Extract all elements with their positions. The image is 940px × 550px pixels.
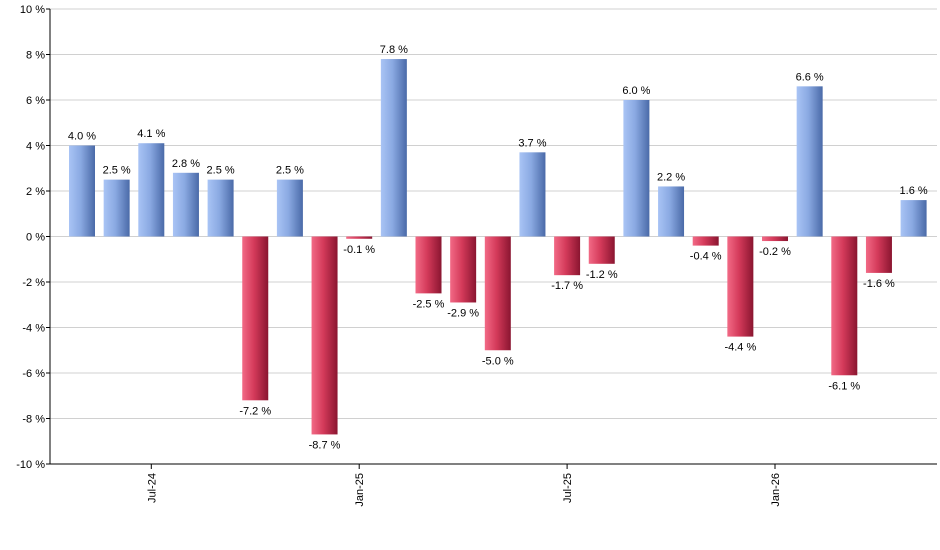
bar [415, 236, 442, 294]
bar [727, 236, 754, 337]
x-axis: Jul-24 Jan-25 Jul-25 Jan-26 [50, 463, 937, 507]
y-tick-label: 2 % [26, 186, 45, 198]
data-label: -5.0 % [482, 355, 514, 367]
bar [658, 186, 685, 237]
data-label: 2.5 % [276, 165, 304, 177]
y-tick-label: 0 % [26, 232, 45, 244]
data-label: -1.7 % [551, 280, 583, 292]
bar [346, 236, 373, 239]
data-label: -4.4 % [724, 342, 756, 354]
data-label: 2.5 % [103, 165, 131, 177]
y-tick-label: -6 % [22, 368, 45, 380]
bar [900, 200, 927, 237]
data-label: 4.1 % [137, 128, 165, 140]
y-tick-label: -8 % [22, 414, 45, 426]
data-label: 2.8 % [172, 158, 200, 170]
bar [276, 179, 303, 237]
bar [762, 236, 788, 242]
data-label: -8.7 % [309, 439, 341, 451]
bar [103, 179, 130, 237]
data-label: 7.8 % [380, 44, 408, 56]
data-label: -0.1 % [343, 244, 375, 256]
bar [138, 143, 165, 237]
data-label: 3.7 % [518, 137, 546, 149]
bar [865, 236, 892, 273]
data-label: -6.1 % [828, 380, 860, 392]
data-label: 1.6 % [900, 185, 928, 197]
y-tick-label: 4 % [26, 141, 45, 153]
bar [450, 236, 477, 303]
bar [554, 236, 581, 276]
bar [831, 236, 858, 376]
y-tick-label: -4 % [22, 323, 45, 335]
data-label: -0.4 % [690, 251, 722, 263]
data-label: 2.5 % [207, 165, 235, 177]
data-label: -2.5 % [413, 298, 445, 310]
y-tick-label: 8 % [26, 50, 45, 62]
data-label: 6.6 % [796, 71, 824, 83]
bar [588, 236, 615, 264]
bar [623, 100, 650, 237]
x-tick-label: Jan-25 [354, 473, 366, 507]
bar [69, 145, 95, 237]
bar [519, 152, 546, 237]
bars [69, 59, 927, 435]
bar [207, 179, 234, 237]
bar [242, 236, 269, 401]
data-label: -1.6 % [863, 278, 895, 290]
data-label: -7.2 % [239, 405, 271, 417]
x-tick-label: Jul-25 [562, 473, 574, 503]
bar [484, 236, 511, 351]
bar [796, 86, 823, 237]
y-axis: -10 % -8 % -6 % -4 % -2 % 0 % 2 % 4 % 6 % 8 % 10 % [16, 4, 51, 471]
y-tick-label: 6 % [26, 95, 45, 107]
data-label: 4.0 % [68, 131, 96, 143]
data-labels: 4.0 % 2.5 % 4.1 % 2.8 % 2.5 % -7.2 % 2.5 % -8.7… [68, 44, 928, 451]
data-label: -0.2 % [759, 246, 791, 258]
bar [380, 59, 407, 237]
bar [311, 236, 338, 435]
data-label: 6.0 % [622, 85, 650, 97]
x-tick-label: Jul-24 [146, 473, 158, 503]
bar [172, 172, 199, 237]
bar [692, 236, 719, 246]
x-tick-label: Jan-26 [770, 473, 782, 507]
data-label: -1.2 % [586, 269, 618, 281]
y-tick-label: -10 % [16, 459, 45, 471]
data-label: -2.9 % [447, 307, 479, 319]
data-label: 2.2 % [657, 171, 685, 183]
y-tick-label: 10 % [20, 4, 45, 16]
y-tick-label: -2 % [22, 277, 45, 289]
